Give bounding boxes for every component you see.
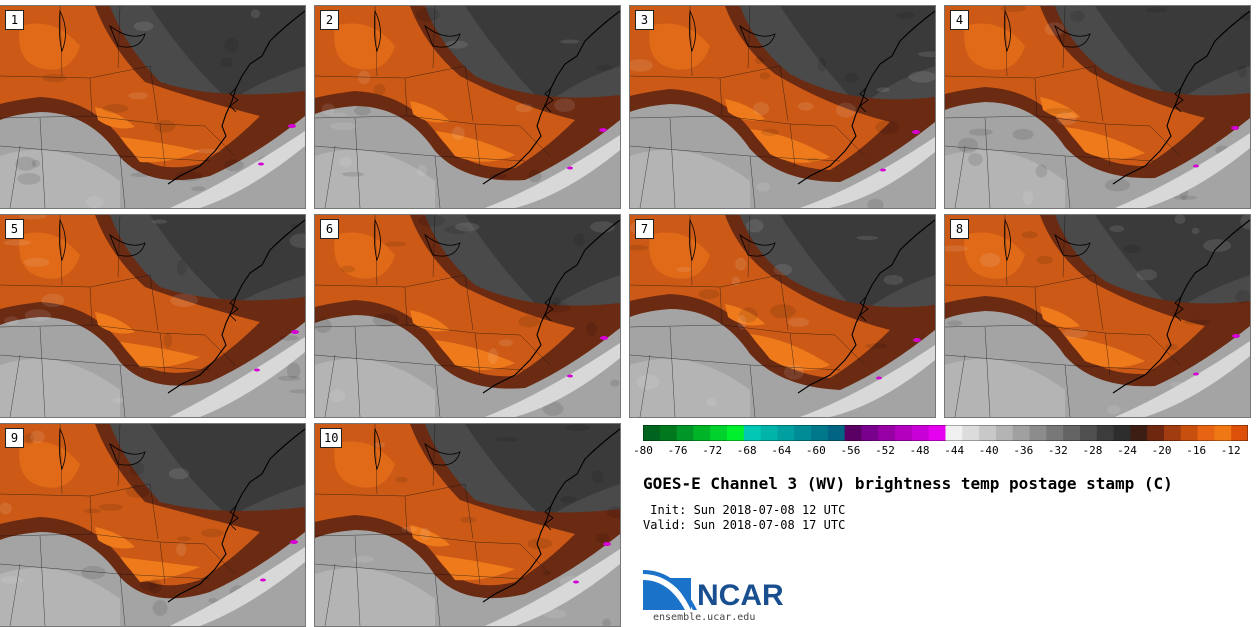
water-vapor-field-5 xyxy=(0,215,305,417)
logo-url: ensemble.ucar.edu xyxy=(653,612,756,623)
valid-time: Valid: Sun 2018-07-08 17 UTC xyxy=(643,518,846,532)
colorbar-swatch xyxy=(777,425,795,441)
colorbar-swatch xyxy=(1231,425,1248,441)
colorbar-tick-label: -20 xyxy=(1151,444,1172,457)
water-vapor-field-6 xyxy=(315,215,620,417)
water-vapor-field-2 xyxy=(315,6,620,208)
figure-title: GOES-E Channel 3 (WV) brightness temp po… xyxy=(643,474,1173,493)
colorbar-tick-label: -44 xyxy=(944,444,965,457)
colorbar-swatch xyxy=(1113,425,1131,441)
colorbar-swatch xyxy=(1029,425,1047,441)
stamp-number-label: 10 xyxy=(320,428,343,448)
stamp-number-label: 4 xyxy=(950,10,969,30)
water-vapor-field-10 xyxy=(315,424,620,626)
colorbar-tick-label: -48 xyxy=(909,444,930,457)
colorbar-swatch xyxy=(962,425,980,441)
colorbar-tick-label: -24 xyxy=(1117,444,1137,457)
colorbar-tick-label: -28 xyxy=(1082,444,1103,457)
colorbar-swatch xyxy=(760,425,778,441)
colorbar-swatch xyxy=(794,425,812,441)
colorbar-swatch xyxy=(1197,425,1215,441)
colorbar-swatch xyxy=(643,425,661,441)
colorbar-swatch xyxy=(878,425,896,441)
colorbar-swatch xyxy=(743,425,762,441)
colorbar-swatch xyxy=(676,425,694,441)
colorbar-tick-label: -16 xyxy=(1186,444,1207,457)
stamp-panel-9: 9 xyxy=(0,423,306,627)
colorbar-swatch xyxy=(928,425,946,441)
ncar-logo-text: NCAR xyxy=(697,579,784,612)
stamp-number-label: 6 xyxy=(320,219,339,239)
stamp-panel-1: 1 xyxy=(0,5,306,209)
colorbar-swatch xyxy=(844,425,862,441)
stamp-panel-6: 6 xyxy=(314,214,621,418)
stamp-number-label: 2 xyxy=(320,10,339,30)
colorbar-swatch xyxy=(1163,425,1182,441)
stamp-number-label: 3 xyxy=(635,10,654,30)
colorbar-swatch xyxy=(1147,425,1165,441)
colorbar-tick-label: -72 xyxy=(702,444,723,457)
colorbar-tick-label: -36 xyxy=(1013,444,1034,457)
colorbar-tick-label: -12 xyxy=(1220,444,1241,457)
colorbar xyxy=(643,425,1248,441)
stamp-number-label: 7 xyxy=(635,219,654,239)
stamp-number-label: 8 xyxy=(950,219,969,239)
colorbar-swatch xyxy=(1079,425,1098,441)
colorbar-swatch xyxy=(1214,425,1232,441)
colorbar-tick-label: -80 xyxy=(633,444,653,457)
colorbar-tick-labels: -80 -76 -72 -68 -64 -60 -56 -52 -48 -44 -40 -36 -32 -… xyxy=(633,441,1253,461)
colorbar-swatch xyxy=(995,425,1014,441)
colorbar-tick-label: -60 xyxy=(805,444,826,457)
colorbar-swatch xyxy=(1046,425,1064,441)
stamp-panel-3: 3 xyxy=(629,5,936,209)
water-vapor-field-4 xyxy=(945,6,1250,208)
colorbar-swatch xyxy=(693,425,711,441)
colorbar-swatch xyxy=(945,425,963,441)
ncar-logo-icon xyxy=(643,570,697,610)
stamp-panel-2: 2 xyxy=(314,5,621,209)
colorbar-swatch xyxy=(1096,425,1114,441)
stamp-panel-8: 8 xyxy=(944,214,1251,418)
colorbar-tick-label: -32 xyxy=(1047,444,1068,457)
water-vapor-field-7 xyxy=(630,215,935,417)
stamp-panel-10: 10 xyxy=(314,423,621,627)
colorbar-swatch xyxy=(911,425,930,441)
stamp-number-label: 9 xyxy=(5,428,24,448)
colorbar-swatch xyxy=(861,425,879,441)
colorbar-swatch xyxy=(710,425,728,441)
colorbar-swatch xyxy=(1063,425,1081,441)
colorbar-swatch xyxy=(895,425,913,441)
stamp-panel-7: 7 xyxy=(629,214,936,418)
stamp-number-label: 1 xyxy=(5,10,24,30)
water-vapor-field-3 xyxy=(630,6,935,208)
colorbar-swatch xyxy=(659,425,678,441)
colorbar-swatch xyxy=(1130,425,1148,441)
water-vapor-field-8 xyxy=(945,215,1250,417)
stamp-panel-4: 4 xyxy=(944,5,1251,209)
colorbar-tick-label: -40 xyxy=(978,444,999,457)
colorbar-tick-label: -76 xyxy=(667,444,688,457)
colorbar-swatch xyxy=(827,425,846,441)
colorbar-swatch xyxy=(1180,425,1198,441)
colorbar-tick-label: -64 xyxy=(771,444,792,457)
colorbar-tick-label: -68 xyxy=(736,444,757,457)
init-time: Init: Sun 2018-07-08 12 UTC xyxy=(643,503,846,517)
colorbar-swatch xyxy=(727,425,745,441)
stamp-panel-5: 5 xyxy=(0,214,306,418)
colorbar-swatch xyxy=(979,425,997,441)
colorbar-tick-label: -56 xyxy=(840,444,861,457)
water-vapor-field-9 xyxy=(0,424,305,626)
water-vapor-field-1 xyxy=(0,6,305,208)
colorbar-swatch xyxy=(1012,425,1030,441)
colorbar-tick-label: -52 xyxy=(875,444,895,457)
colorbar-swatch xyxy=(811,425,829,441)
stamp-number-label: 5 xyxy=(5,219,24,239)
